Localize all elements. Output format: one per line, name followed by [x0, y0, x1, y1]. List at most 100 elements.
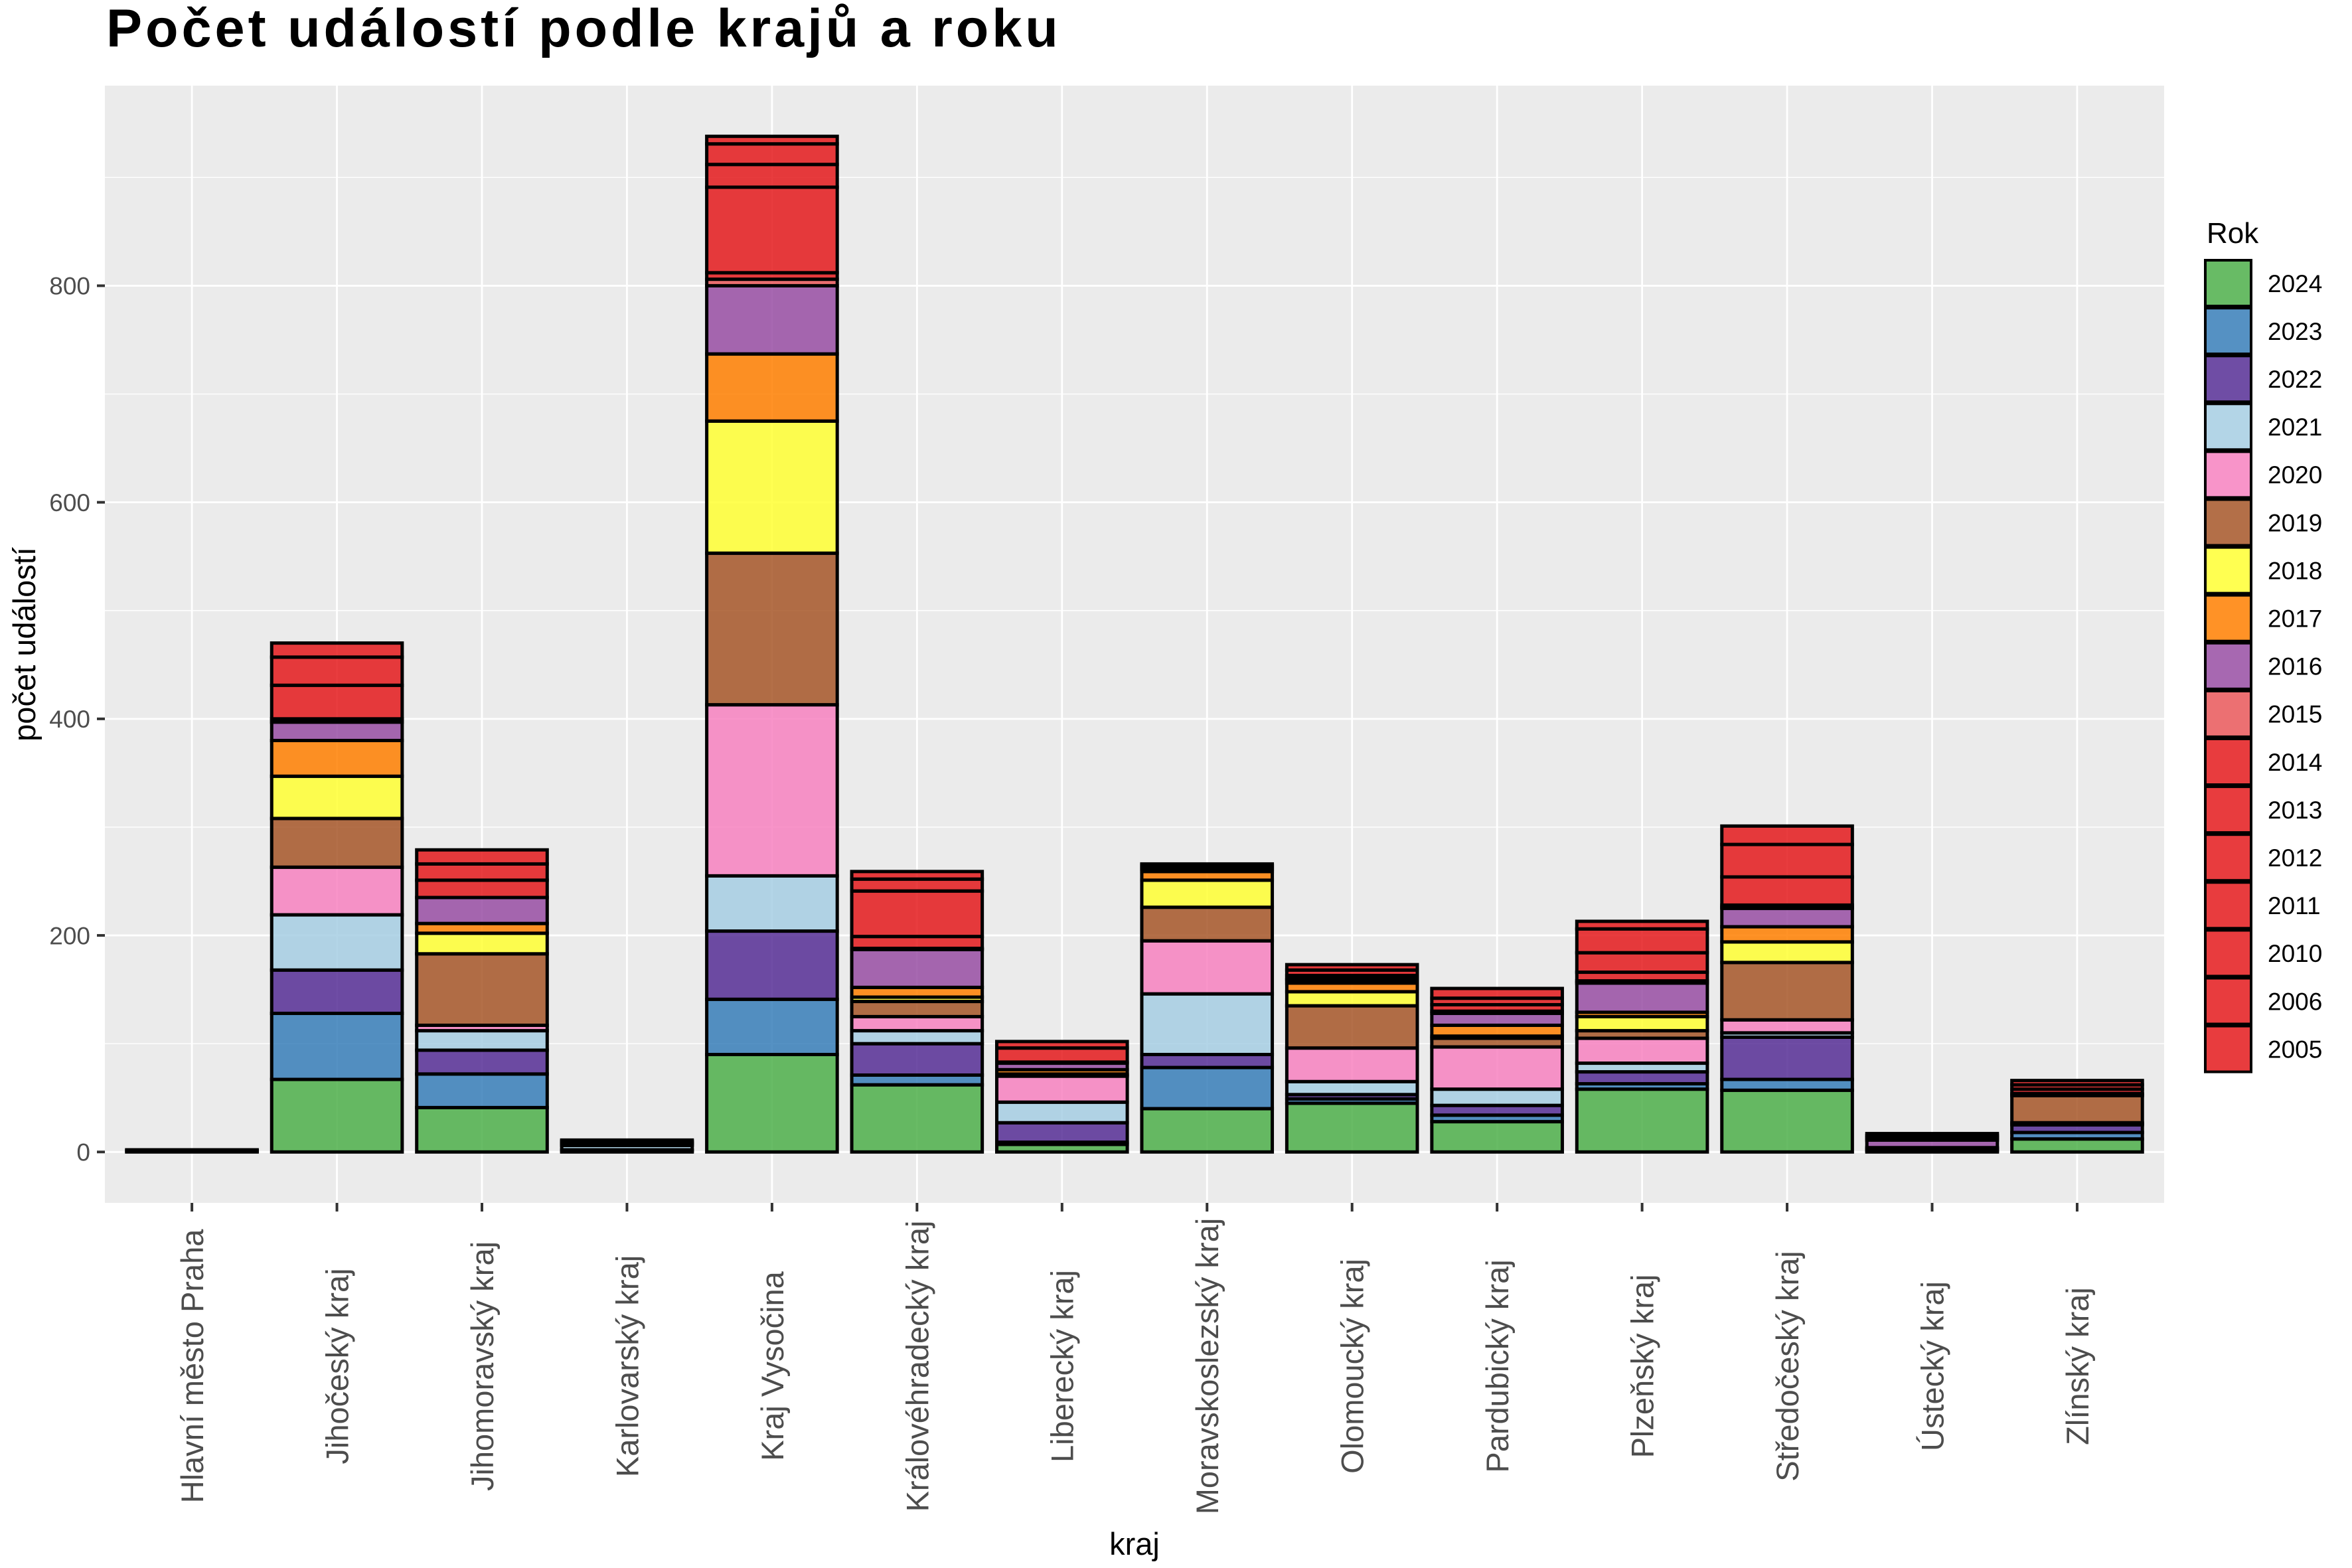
bar-segment-2021 [1140, 992, 1275, 1057]
bar-12 [1865, 1132, 1999, 1154]
y-tick-label-200: 200 [49, 922, 90, 949]
legend-entry-2018: 2018 [2204, 546, 2322, 595]
legend-title: Rok [2207, 217, 2259, 250]
bar-segment-2019 [2010, 1093, 2144, 1125]
bar-segment-2021 [270, 913, 404, 972]
legend-entry-2011: 2011 [2204, 881, 2321, 930]
x-tick-label-8: Olomoucký kraj [1335, 1259, 1370, 1474]
y-tick-label-400: 400 [49, 706, 90, 733]
bar-segment-2012 [1140, 862, 1275, 867]
bar-10 [1575, 919, 1709, 1154]
bar-segment-2020 [1285, 1046, 1419, 1083]
legend-entry-2013: 2013 [2204, 785, 2322, 834]
x-tick-label-6: Liberecký kraj [1045, 1270, 1080, 1462]
bar-segment-2011 [705, 142, 839, 167]
legend-label-2011: 2011 [2268, 892, 2321, 919]
bar-segment-2022 [1720, 1035, 1854, 1081]
bar-segment-2018 [1720, 940, 1854, 965]
legend-entry-2006: 2006 [2204, 977, 2322, 1026]
bar-segment-2014 [850, 935, 984, 951]
legend-entry-2023: 2023 [2204, 307, 2322, 356]
bar-segment-2012 [1575, 927, 1709, 955]
x-tick-label-13: Zlínský kraj [2060, 1287, 2095, 1445]
bar-segment-2021 [705, 874, 839, 933]
bar-segment-2013 [850, 889, 984, 939]
x-axis-title: kraj [1109, 1526, 1160, 1561]
bar-segment-2012 [705, 163, 839, 189]
bar-segment-2012 [1720, 842, 1854, 879]
bar-segment-2021 [1285, 1079, 1419, 1097]
bar-segment-2021 [415, 1029, 549, 1052]
bar-segment-2023 [705, 997, 839, 1057]
x-tick-label-4: Kraj Vysočina [755, 1271, 790, 1460]
x-tick-label-1: Jihočeský kraj [319, 1268, 354, 1464]
bar-segment-2011 [850, 870, 984, 881]
bar-segment-2024 [1140, 1107, 1275, 1154]
bar-segment-2019 [1720, 961, 1854, 1022]
legend-label-2022: 2022 [2268, 366, 2322, 393]
bar-segment-2024 [705, 1053, 839, 1154]
legend-key-2006 [2204, 977, 2252, 1026]
x-tick-label-7: Moravskoslezský kraj [1190, 1218, 1225, 1515]
bar-segment-2020 [1720, 1018, 1854, 1035]
bar-segment-2021 [995, 1100, 1129, 1125]
x-tick-label-9: Pardubický kraj [1480, 1259, 1515, 1472]
legend-label-2020: 2020 [2268, 461, 2322, 489]
bar-segment-2018 [415, 931, 549, 956]
bar-segment-2013 [415, 862, 549, 882]
panel-layer [105, 86, 2164, 1203]
y-tick-label-0: 0 [76, 1139, 90, 1166]
bar-segment-2016 [850, 947, 984, 989]
bar-segment-2020 [270, 865, 404, 917]
legend-label-2012: 2012 [2268, 844, 2322, 872]
bar-segment-2012 [1285, 963, 1419, 972]
bar-segment-2023 [270, 1012, 404, 1081]
legend-key-2011 [2204, 881, 2252, 930]
legend-layer: 2024 2023 2022 2021 2020 2019 2018 2017 2016 2015… [2204, 259, 2322, 1073]
bar-segment-2021 [850, 1029, 984, 1046]
bar-segment-2024 [1430, 1120, 1564, 1154]
bar-segment-2022 [850, 1042, 984, 1077]
bar-segment-2022 [705, 929, 839, 1001]
bar-segment-2023 [1140, 1065, 1275, 1111]
legend-key-2013 [2204, 785, 2252, 834]
legend-key-2014 [2204, 738, 2252, 786]
bar-1 [270, 641, 404, 1154]
bar-segment-2013 [705, 185, 839, 275]
legend-entry-2021: 2021 [2204, 402, 2322, 451]
legend-entry-2016: 2016 [2204, 641, 2322, 690]
bar-segment-2017 [1720, 925, 1854, 944]
bar-segment-2020 [1575, 1036, 1709, 1065]
bar-segment-2012 [270, 641, 404, 659]
legend-label-2021: 2021 [2268, 414, 2322, 441]
bar-segment-2020 [1140, 939, 1275, 996]
panel-background [105, 86, 2164, 1203]
bar-segment-2024 [850, 1083, 984, 1154]
bar-segment-2012 [850, 877, 984, 893]
legend-label-2013: 2013 [2268, 797, 2322, 824]
bar-segment-2020 [705, 703, 839, 878]
bar-segment-2014 [415, 878, 549, 900]
legend-key-2022 [2204, 354, 2252, 404]
x-tick-label-11: Středočeský kraj [1770, 1251, 1805, 1481]
legend-label-2005: 2005 [2268, 1036, 2322, 1063]
bar-layer [125, 134, 2144, 1154]
bar-6 [995, 1040, 1129, 1154]
legend-key-2018 [2204, 546, 2252, 595]
legend-label-2015: 2015 [2268, 701, 2322, 728]
x-tick-label-0: Hlavní město Praha [175, 1229, 210, 1504]
bar-3 [560, 1138, 694, 1154]
legend-key-2017 [2204, 593, 2252, 643]
bar-segment-2019 [415, 952, 549, 1027]
bar-segment-2023 [415, 1072, 549, 1109]
bar-segment-2018 [1285, 990, 1419, 1008]
bar-segment-2012 [560, 1138, 694, 1143]
bar-segment-2016 [270, 720, 404, 742]
bar-segment-2024 [415, 1105, 549, 1154]
bar-segment-2020 [850, 1014, 984, 1033]
legend-label-2023: 2023 [2268, 318, 2322, 345]
bar-segment-2022 [270, 968, 404, 1016]
legend-label-2014: 2014 [2268, 749, 2322, 776]
y-axis-title: počet událostí [7, 547, 42, 742]
